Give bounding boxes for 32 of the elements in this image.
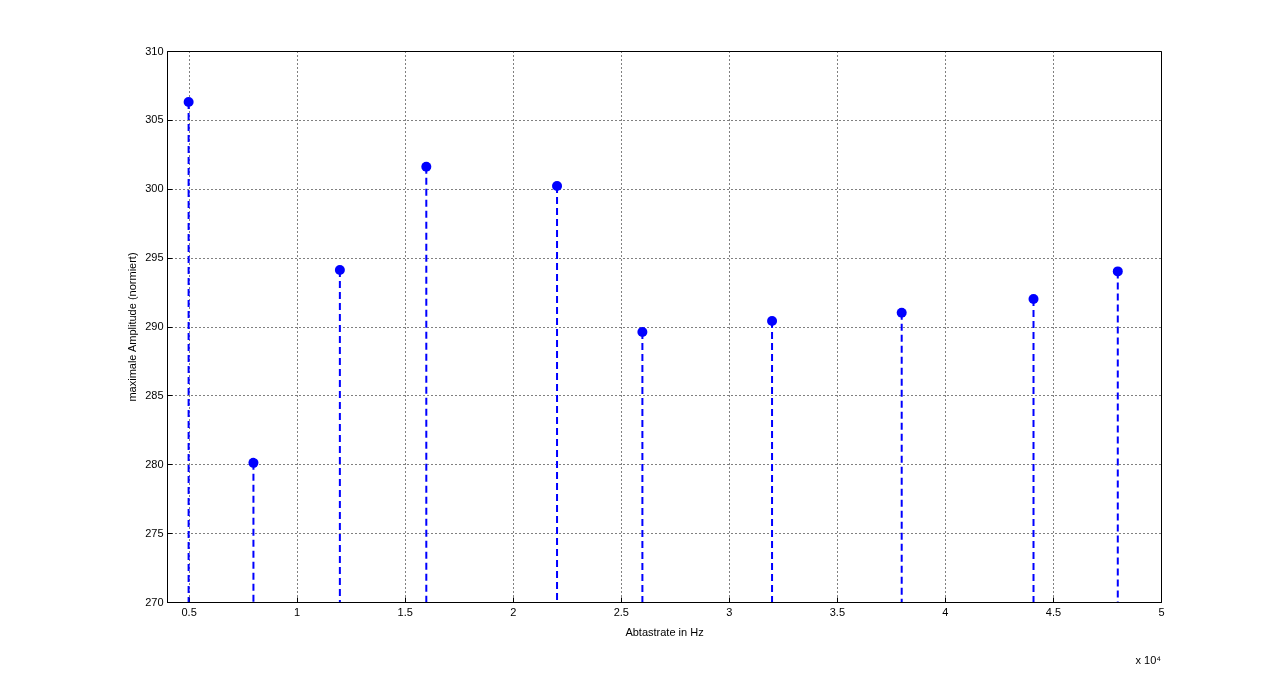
point [637, 327, 648, 337]
x-tick-label: 2 [510, 605, 517, 618]
y-tick-label: 275 [145, 526, 164, 539]
point [896, 307, 907, 318]
x-axis-title: Abtastrate in Hz [625, 625, 704, 638]
y-axis-title: maximale Amplitude (normiert) [126, 252, 139, 402]
x-tick-label: 4.5 [1045, 605, 1062, 618]
x-tick-label: 0.5 [181, 605, 197, 618]
y-tick-label: 290 [145, 320, 164, 332]
y-tick-label: 285 [145, 388, 164, 401]
point [248, 457, 259, 468]
point [183, 96, 194, 107]
x-tick-label: 4 [942, 605, 949, 618]
x-tick-label: 5 [1158, 605, 1165, 618]
point [552, 181, 563, 191]
y-tick-label: 280 [145, 457, 164, 470]
y-tick-label: 295 [145, 251, 164, 264]
point [1112, 266, 1123, 277]
y-tick-label: 300 [145, 182, 164, 195]
x-tick-label: 1.5 [397, 605, 413, 618]
y-tick-label: 310 [145, 44, 164, 57]
x-tick-label: 3.5 [829, 605, 846, 618]
y-tick-label: 270 [145, 595, 164, 608]
y-tick-label: 305 [145, 113, 164, 126]
point [767, 316, 778, 326]
point [334, 265, 345, 276]
point [1028, 293, 1039, 304]
x-tick-label: 1 [294, 605, 301, 618]
x-tick-label: 2.5 [613, 605, 629, 618]
x-tick-label: 3 [726, 605, 733, 618]
point [421, 161, 432, 172]
text: x 10⁴ [1135, 654, 1162, 666]
